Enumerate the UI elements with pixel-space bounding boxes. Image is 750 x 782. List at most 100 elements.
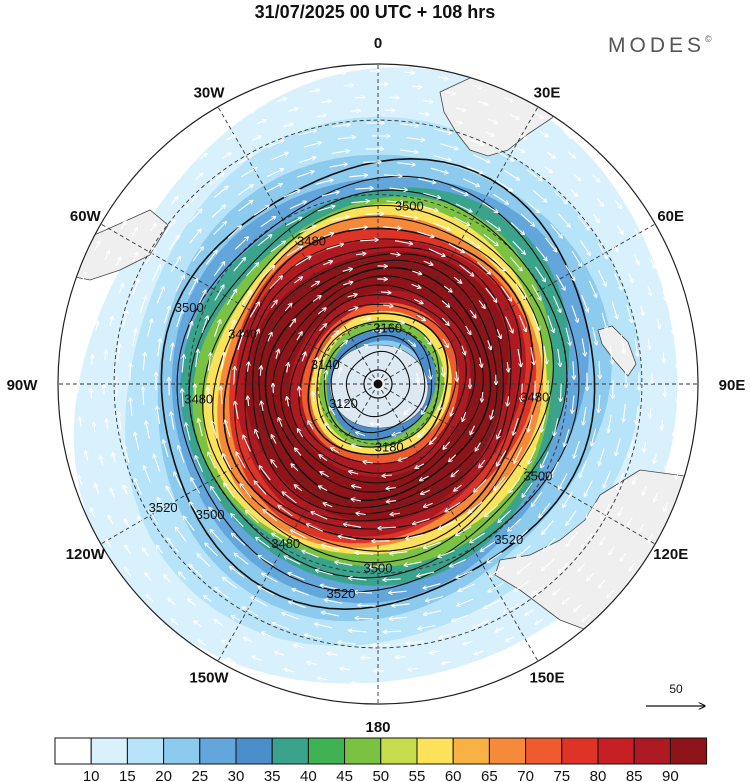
wind-vector: [590, 153, 598, 161]
wind-vector: [183, 516, 195, 531]
wind-vector: [421, 489, 430, 494]
wind-vector: [418, 178, 436, 183]
wind-vector: [330, 407, 336, 416]
wind-vector: [315, 624, 333, 629]
wind-vector: [588, 280, 596, 298]
meridian-line: [217, 106, 379, 385]
wind-vector: [156, 287, 164, 304]
wind-vector: [404, 561, 422, 566]
wind-vector: [222, 153, 231, 159]
wind-vector: [197, 290, 206, 307]
wind-vector: [340, 669, 351, 670]
wind-vector: [593, 214, 600, 223]
colorbar-label: 65: [481, 768, 498, 782]
wind-vector: [73, 305, 75, 316]
wind-vector: [614, 273, 622, 290]
wind-vector: [509, 477, 521, 492]
wind-vector: [572, 395, 574, 414]
wind-vector: [92, 282, 96, 292]
wind-vector: [380, 292, 391, 293]
wind-vector: [266, 184, 283, 193]
wind-vector: [157, 545, 163, 554]
wind-vector: [186, 423, 191, 441]
wind-vector: [135, 432, 140, 450]
parallel-line: [113, 119, 643, 649]
contour-line: [363, 369, 393, 399]
wind-vector: [592, 174, 600, 182]
wind-vector: [592, 327, 597, 345]
wind-vector: [259, 466, 271, 481]
wind-vector: [544, 165, 553, 172]
wind-vector: [349, 630, 367, 632]
wind-vector: [157, 497, 167, 514]
colorbar-box: [344, 737, 382, 765]
wind-vector: [560, 383, 561, 402]
wind-vector: [550, 461, 559, 478]
wind-vector: [254, 329, 259, 339]
wind-vector: [452, 119, 463, 123]
wind-vector: [518, 314, 526, 332]
wind-vector: [567, 151, 576, 158]
wind-vector: [302, 551, 319, 558]
longitude-label: 30W: [194, 84, 226, 101]
wind-vector: [423, 583, 441, 589]
wind-vector: [411, 283, 421, 288]
wind-vector: [361, 658, 372, 659]
colorbar-box: [633, 737, 671, 765]
wind-vector: [170, 197, 178, 205]
wind-vector: [525, 200, 540, 213]
wind-vector: [355, 188, 373, 189]
wind-vector: [257, 235, 272, 247]
wind-vector: [294, 485, 303, 492]
wind-vector: [663, 352, 664, 363]
map-border: [57, 63, 699, 705]
wind-vector: [351, 683, 362, 684]
wind-vector: [397, 162, 415, 165]
colorbar-box: [90, 737, 128, 765]
wind-vector: [326, 244, 343, 250]
wind-vector: [408, 668, 418, 669]
wind-vector: [489, 566, 505, 577]
wind-vector: [238, 200, 253, 212]
wind-vector: [282, 613, 299, 620]
wind-vector: [132, 252, 138, 262]
wind-vector: [413, 298, 423, 303]
wind-vector: [400, 149, 418, 152]
wind-vector: [515, 283, 526, 299]
wind-vector: [327, 653, 337, 655]
wind-vector: [94, 422, 96, 433]
wind-vector: [634, 254, 639, 264]
wind-vector: [527, 169, 542, 181]
wind-vector: [157, 406, 161, 425]
wind-vector: [612, 242, 618, 252]
wind-vector: [208, 452, 216, 469]
wind-vector: [268, 87, 279, 92]
wind-vector: [139, 296, 146, 314]
colorbar-label: 50: [372, 768, 389, 782]
wind-vector: [440, 143, 458, 149]
wind-vector: [294, 277, 302, 284]
wind-vector: [485, 219, 501, 231]
wind-vector: [392, 431, 402, 436]
wind-vector: [563, 131, 572, 138]
wind-vector: [617, 225, 623, 234]
wind-vector: [283, 190, 300, 198]
wind-vector: [406, 136, 425, 141]
wind-vector: [506, 636, 515, 642]
wind-vector: [644, 441, 646, 452]
wind-vector: [168, 598, 176, 606]
wind-vector: [355, 553, 374, 555]
wind-vector: [282, 492, 297, 504]
wind-vector: [607, 589, 615, 597]
wind-vector: [507, 396, 508, 406]
wind-vector: [522, 482, 533, 498]
wind-vector: [532, 189, 547, 202]
longitude-label: 90E: [719, 377, 746, 394]
wind-vector: [267, 332, 272, 342]
wind-vector: [554, 418, 559, 436]
wind-vector: [355, 618, 374, 619]
contour-line: [264, 266, 492, 502]
wind-vector: [253, 205, 269, 216]
wind-vector: [438, 549, 455, 558]
meridian-line: [217, 383, 379, 662]
